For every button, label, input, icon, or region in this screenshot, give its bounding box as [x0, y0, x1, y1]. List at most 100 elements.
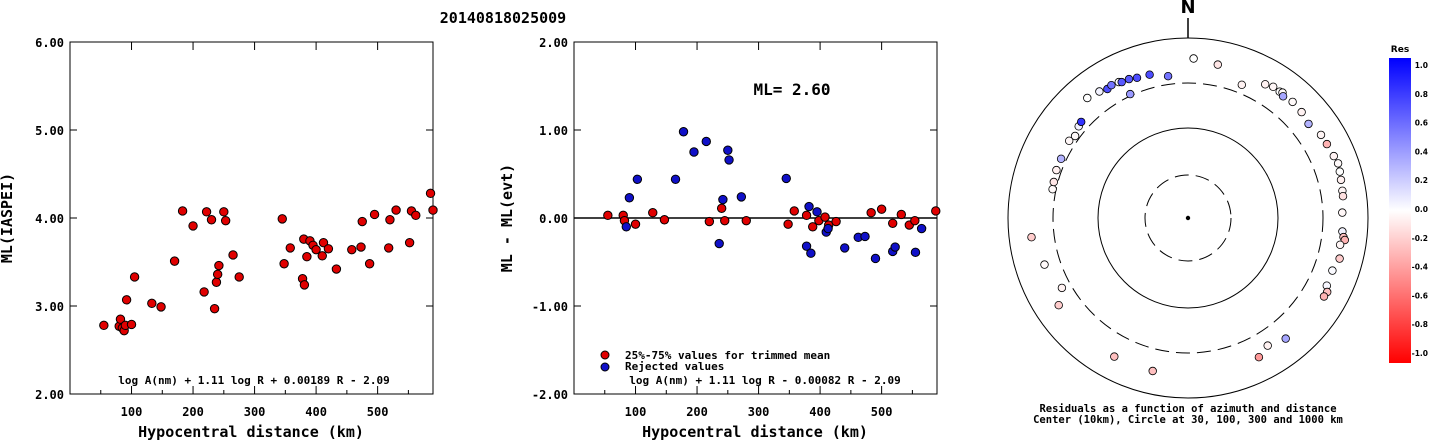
chart1-points	[99, 188, 438, 336]
chart2-xlabel: Hypocentral distance (km)	[642, 423, 868, 441]
data-point	[214, 260, 224, 271]
data-point	[689, 147, 699, 157]
data-point	[318, 237, 329, 248]
data-point	[876, 204, 887, 214]
polar-point	[1338, 208, 1347, 217]
x-tick-label: 500	[367, 405, 389, 419]
data-point	[781, 173, 791, 184]
polar-point	[1319, 292, 1329, 301]
colorbar-tick-label: 0.4	[1415, 147, 1428, 156]
data-point	[630, 219, 641, 229]
y-tick-label: 1.00	[539, 124, 568, 138]
polar-point	[1148, 366, 1157, 376]
x-tick-label: 100	[625, 405, 647, 419]
polar-caption-line1: Residuals as a function of azimuth and d…	[1039, 403, 1336, 415]
data-point	[209, 303, 220, 314]
data-point	[931, 206, 941, 216]
chart1-formula: log A(nm) + 1.11 log R + 0.00189 R - 2.0…	[118, 374, 390, 387]
colorbar-tick-label: 1.0	[1415, 61, 1428, 70]
data-point	[870, 253, 881, 264]
data-point	[624, 193, 635, 203]
polar-point	[1076, 117, 1086, 127]
polar-point	[1288, 97, 1297, 107]
polar-point	[1027, 232, 1036, 242]
data-point	[723, 145, 733, 155]
data-point	[356, 242, 366, 252]
polar-point	[1057, 283, 1067, 293]
polar-point	[1213, 60, 1222, 69]
colorbar-tick-label: 0.6	[1415, 119, 1428, 128]
chart1-ylabel: ML(IASPEI)	[0, 173, 16, 263]
y-tick-label: 0.00	[539, 212, 568, 226]
colorbar-tick-label: -0.6	[1412, 291, 1428, 300]
y-tick-label: 5.00	[35, 124, 64, 138]
data-point	[888, 218, 898, 228]
polar-point	[1052, 165, 1061, 175]
data-point	[206, 215, 217, 225]
polar-point	[1040, 260, 1049, 269]
polar-point	[1095, 87, 1104, 96]
polar-point	[1064, 136, 1074, 145]
data-point	[840, 243, 850, 253]
data-point	[720, 215, 730, 226]
data-point	[219, 207, 229, 217]
data-point	[364, 259, 375, 269]
data-point	[801, 210, 812, 221]
legend-label-rejected: Rejected values	[625, 360, 724, 373]
colorbar-ticks: 1.0 0.8 0.6 0.4 0.2 0.0 -0.2 -0.4 -0.6 -0.8 -1.0	[1412, 61, 1428, 358]
data-point	[199, 287, 209, 297]
x-tick-label: 400	[305, 405, 327, 419]
data-point	[384, 243, 394, 253]
colorbar-gradient	[1389, 58, 1411, 363]
data-point	[156, 302, 166, 312]
data-point	[716, 203, 727, 214]
epicenter-dot	[1185, 215, 1191, 221]
data-point	[910, 215, 920, 226]
residual-distance-chart: -2.00 -1.00 0.00 1.00 2.00 100 200 300 400 500 M…	[498, 36, 941, 441]
data-point	[126, 319, 137, 330]
polar-point	[1329, 151, 1338, 161]
chart2-legend: 25%-75% values for trimmed mean Rejected…	[600, 349, 830, 373]
y-tick-label: 2.00	[539, 36, 568, 50]
data-point	[704, 216, 715, 227]
colorbar-title: Res	[1391, 45, 1409, 55]
chart1-y-axis: 2.00 3.00 4.00 5.00 6.00	[35, 36, 433, 402]
ml-distance-chart: 2.00 3.00 4.00 5.00 6.00 100 200 300 400 500 log…	[0, 36, 438, 441]
polar-point	[1278, 92, 1288, 101]
polar-point	[1336, 175, 1346, 185]
data-point	[99, 320, 109, 331]
x-tick-label: 500	[871, 405, 893, 419]
data-point	[177, 206, 188, 216]
north-label: N	[1180, 0, 1195, 18]
data-point	[801, 241, 812, 251]
data-point	[860, 231, 870, 242]
data-point	[285, 243, 295, 253]
azimuth-distance-plot: N Residuals as a function of azimuth and…	[1007, 0, 1369, 426]
data-point	[317, 251, 327, 261]
chart2-x-axis: 100 200 300 400 500	[604, 42, 913, 419]
data-point	[115, 314, 126, 324]
polar-point	[1070, 131, 1080, 141]
data-point	[896, 209, 907, 220]
data-point	[121, 295, 132, 305]
colorbar-tick-label: -0.2	[1412, 234, 1428, 243]
ring-300km	[1052, 82, 1324, 354]
polar-point	[1263, 341, 1272, 350]
y-tick-label: -1.00	[532, 300, 568, 314]
ring-100km	[1097, 127, 1279, 309]
polar-point	[1297, 107, 1306, 117]
chart1-xlabel: Hypocentral distance (km)	[138, 423, 364, 441]
polar-point	[1117, 77, 1126, 87]
data-point	[678, 127, 689, 137]
polar-point	[1049, 177, 1058, 187]
colorbar-tick-label: -0.4	[1412, 263, 1428, 272]
polar-point	[1281, 334, 1290, 343]
polar-point	[1254, 353, 1264, 362]
data-point	[820, 212, 830, 222]
polar-point	[1338, 191, 1348, 201]
data-point	[212, 269, 223, 280]
polar-point	[1163, 71, 1173, 81]
data-point	[812, 207, 822, 217]
data-point	[741, 215, 751, 226]
data-point	[385, 215, 395, 225]
